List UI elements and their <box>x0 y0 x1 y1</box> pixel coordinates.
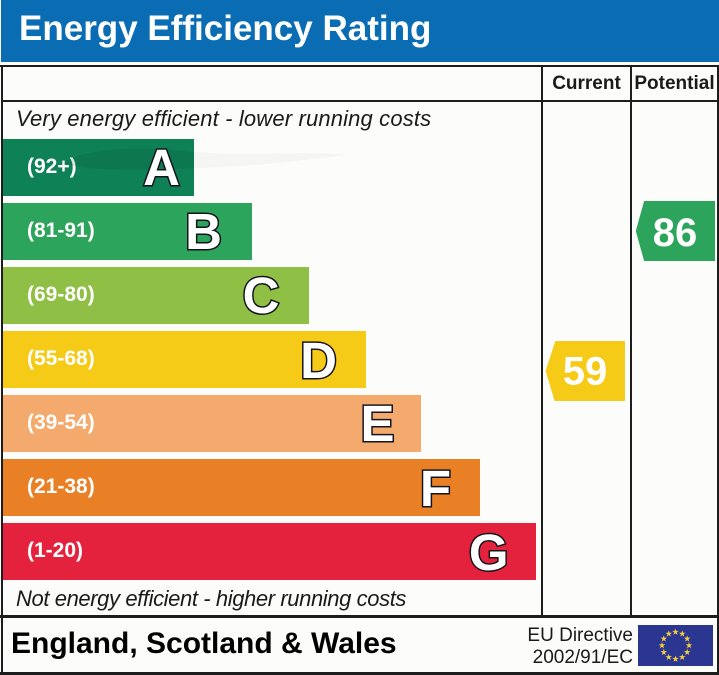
svg-text:D: D <box>300 332 337 389</box>
svg-text:F: F <box>420 460 451 517</box>
svg-text:C: C <box>243 267 280 324</box>
svg-text:86: 86 <box>653 211 698 255</box>
svg-text:B: B <box>185 203 222 260</box>
svg-text:G: G <box>469 524 509 581</box>
svg-text:59: 59 <box>563 350 608 394</box>
svg-text:A: A <box>143 139 180 196</box>
svg-text:E: E <box>360 395 394 452</box>
